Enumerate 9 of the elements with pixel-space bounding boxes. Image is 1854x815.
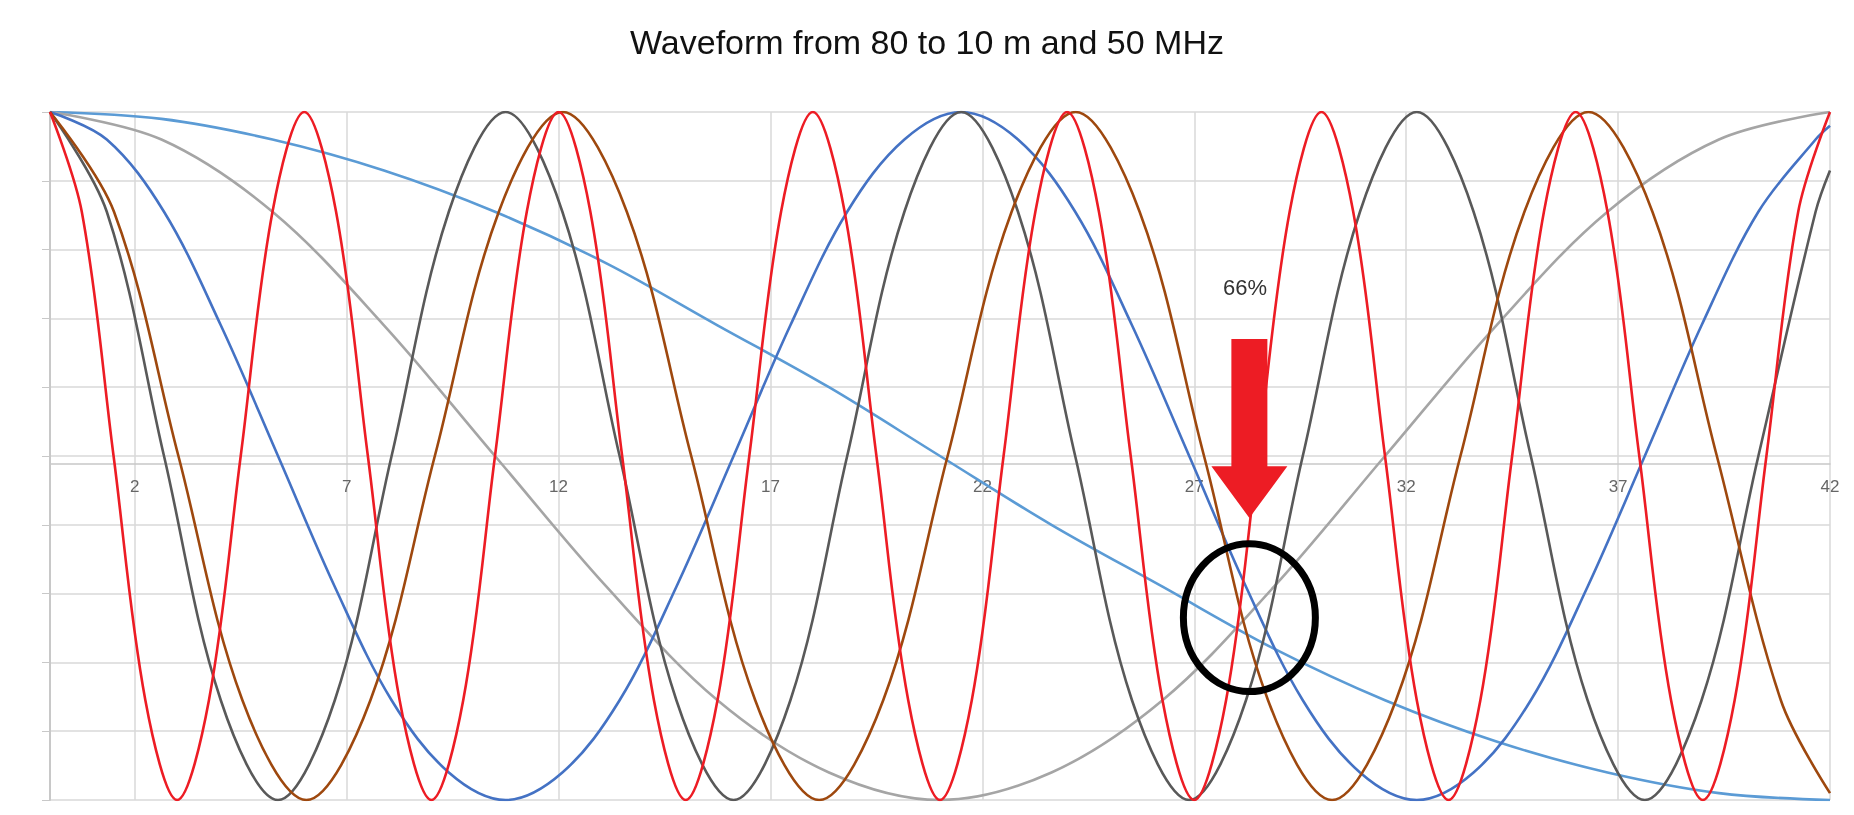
x-tick-label: 2 <box>130 477 140 496</box>
x-tick-label: 17 <box>761 477 780 496</box>
x-tick-label: 32 <box>1396 477 1416 496</box>
x-tick-label: 12 <box>549 477 569 496</box>
x-tick-label: 42 <box>1820 477 1840 496</box>
x-tick-label: 37 <box>1608 477 1628 496</box>
x-tick-label: 7 <box>341 477 352 496</box>
chart-title: Waveform from 80 to 10 m and 50 MHz <box>630 23 1224 61</box>
annotation: 66% <box>1223 274 1268 300</box>
